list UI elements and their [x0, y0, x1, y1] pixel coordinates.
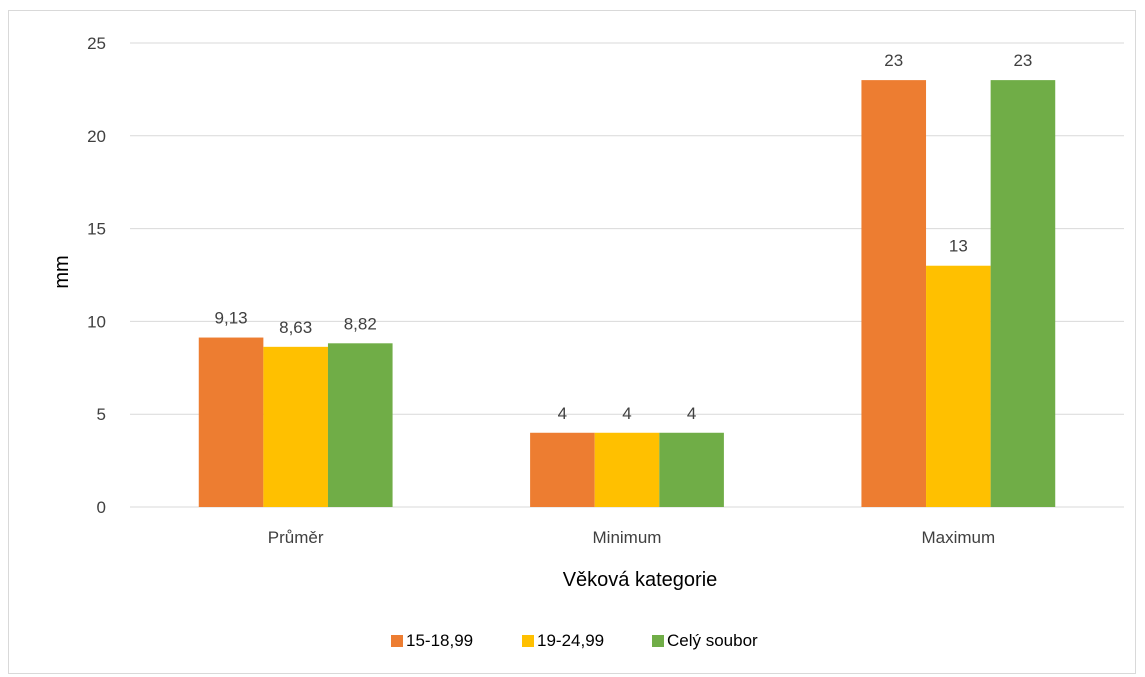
legend-label: Celý soubor [667, 631, 758, 650]
bar-0-1 [263, 346, 328, 507]
bar-1-0 [530, 432, 595, 507]
x-tick-label: Maximum [921, 528, 995, 547]
data-label: 8,82 [344, 314, 377, 333]
bar-0-2 [327, 343, 393, 507]
y-tick-label: 0 [97, 498, 106, 517]
x-tick-label: Minimum [593, 528, 662, 547]
legend-swatch [522, 635, 534, 647]
y-axis-ticks: 0 5 10 15 20 25 [87, 34, 106, 517]
x-axis-ticks: Průměr Minimum Maximum [268, 528, 995, 547]
x-axis-title: Věková kategorie [563, 569, 718, 591]
x-tick-label: Průměr [268, 528, 324, 547]
bars [198, 80, 1056, 508]
legend-label: 19-24,99 [537, 631, 604, 650]
bar-1-2 [659, 432, 724, 507]
y-tick-label: 15 [87, 220, 106, 239]
bar-1-1 [594, 432, 660, 507]
legend: 15-18,99 19-24,99 Celý soubor [391, 631, 758, 650]
bar-0-0 [198, 337, 264, 507]
y-tick-label: 10 [87, 312, 106, 331]
legend-label: 15-18,99 [406, 631, 473, 650]
legend-swatch [391, 635, 403, 647]
data-label: 4 [687, 404, 696, 423]
bar-2-0 [861, 80, 927, 508]
data-label: 4 [558, 404, 567, 423]
y-axis-title: mm [51, 255, 73, 288]
legend-swatch [652, 635, 664, 647]
bar-2-2 [990, 80, 1056, 508]
data-label: 23 [884, 51, 903, 70]
data-label: 13 [949, 237, 968, 256]
data-labels: 9,13 8,63 8,82 4 4 4 23 13 23 [215, 51, 1033, 423]
data-label: 9,13 [215, 309, 248, 328]
y-tick-label: 5 [97, 405, 106, 424]
y-tick-label: 20 [87, 127, 106, 146]
data-label: 23 [1013, 51, 1032, 70]
bar-2-1 [926, 265, 991, 507]
y-tick-label: 25 [87, 34, 106, 53]
data-label: 8,63 [279, 318, 312, 337]
data-label: 4 [622, 404, 631, 423]
